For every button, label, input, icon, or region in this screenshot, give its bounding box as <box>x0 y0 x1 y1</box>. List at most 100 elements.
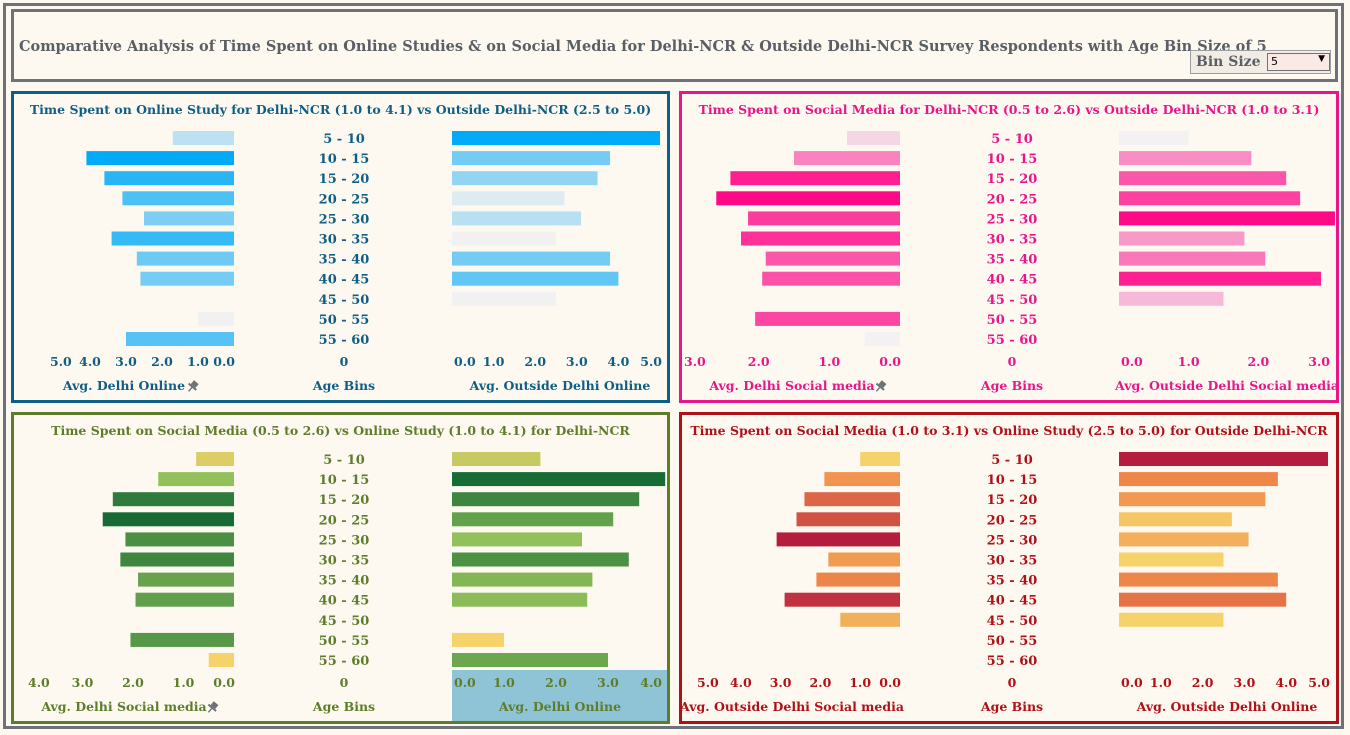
right-bar[interactable] <box>452 271 619 286</box>
left-bar[interactable] <box>138 572 234 587</box>
left-bar[interactable] <box>784 592 900 607</box>
dashboard-frame <box>3 3 1344 729</box>
right-bar[interactable] <box>452 452 541 466</box>
right-bar[interactable] <box>1119 572 1278 587</box>
left-bar[interactable] <box>765 251 900 266</box>
left-bar[interactable] <box>135 592 234 607</box>
age-bin-label: 50 - 55 <box>319 313 370 328</box>
left-bar[interactable] <box>748 211 900 226</box>
left-bar[interactable] <box>136 251 234 266</box>
center-tick-label: 0 <box>340 675 349 690</box>
left-tick-label: 2.0 <box>122 675 144 690</box>
pin-icon[interactable] <box>873 379 888 395</box>
left-bar[interactable] <box>102 512 234 527</box>
left-bar[interactable] <box>860 452 900 466</box>
right-bar[interactable] <box>452 592 588 607</box>
pin-icon-needle <box>207 708 213 713</box>
left-bar[interactable] <box>208 653 234 667</box>
right-bar[interactable] <box>1119 151 1252 166</box>
bin-size-control: Bin Size 5 ▼ <box>1190 50 1331 74</box>
left-bar[interactable] <box>864 332 900 346</box>
age-bin-label: 10 - 15 <box>319 152 370 167</box>
right-bar[interactable] <box>1119 131 1189 145</box>
left-bar[interactable] <box>144 211 234 226</box>
left-bar[interactable] <box>196 452 234 466</box>
right-bar[interactable] <box>1119 552 1224 567</box>
left-bar[interactable] <box>125 532 234 547</box>
right-bar[interactable] <box>452 653 608 667</box>
center-tick-label: 0 <box>340 354 349 369</box>
age-bin-label: 25 - 30 <box>987 533 1038 548</box>
bin-size-select[interactable]: 5 ▼ <box>1267 53 1330 71</box>
left-bar[interactable] <box>824 472 900 487</box>
left-bar[interactable] <box>828 552 900 567</box>
left-tick-label: 3.0 <box>770 675 792 690</box>
left-bar[interactable] <box>762 271 900 286</box>
age-bin-label: 5 - 10 <box>991 132 1033 147</box>
left-bar[interactable] <box>804 492 900 507</box>
left-bar[interactable] <box>172 131 234 145</box>
left-bar[interactable] <box>104 171 235 186</box>
left-bar[interactable] <box>122 191 234 206</box>
pin-icon[interactable] <box>205 700 220 716</box>
right-bar[interactable] <box>452 632 504 647</box>
right-bar[interactable] <box>1119 291 1224 306</box>
right-bar[interactable] <box>1119 171 1287 186</box>
right-bar[interactable] <box>452 572 593 587</box>
right-bar[interactable] <box>452 251 611 266</box>
right-tick-label: 0.0 <box>454 354 476 369</box>
right-bar[interactable] <box>1119 532 1249 547</box>
left-bar[interactable] <box>796 512 900 527</box>
left-bar[interactable] <box>120 552 234 567</box>
right-bar[interactable] <box>452 492 640 507</box>
right-bar[interactable] <box>1119 191 1301 206</box>
right-bar[interactable] <box>1119 452 1328 466</box>
right-bar[interactable] <box>452 191 565 206</box>
left-bar[interactable] <box>158 472 234 487</box>
left-bar[interactable] <box>111 231 234 246</box>
left-bar[interactable] <box>112 492 234 507</box>
left-bar[interactable] <box>126 332 234 346</box>
left-bar[interactable] <box>816 572 900 587</box>
left-bar[interactable] <box>716 191 900 206</box>
right-bar[interactable] <box>1119 592 1287 607</box>
right-bar[interactable] <box>452 532 582 547</box>
right-bar[interactable] <box>1119 271 1322 286</box>
right-bar[interactable] <box>1119 472 1278 487</box>
right-bar[interactable] <box>452 151 611 166</box>
right-bar[interactable] <box>1119 512 1232 527</box>
right-bar[interactable] <box>452 291 556 306</box>
right-bar[interactable] <box>452 552 629 567</box>
left-bar[interactable] <box>140 271 234 286</box>
left-bar[interactable] <box>776 532 900 547</box>
age-bin-label: 15 - 20 <box>319 493 370 508</box>
age-bin-label: 30 - 35 <box>987 233 1038 248</box>
left-tick-label: 2.0 <box>810 675 832 690</box>
right-bar[interactable] <box>1119 612 1224 627</box>
right-bar[interactable] <box>452 231 556 246</box>
left-bar[interactable] <box>730 171 900 186</box>
left-bar[interactable] <box>794 151 900 166</box>
right-bar[interactable] <box>452 211 581 226</box>
right-bar[interactable] <box>1119 211 1335 226</box>
left-bar[interactable] <box>755 311 900 326</box>
chevron-down-icon[interactable]: ▼ <box>1318 54 1325 64</box>
right-bar[interactable] <box>452 512 614 527</box>
right-bar[interactable] <box>1119 492 1266 507</box>
pin-icon[interactable] <box>185 379 200 395</box>
left-bar[interactable] <box>130 632 234 647</box>
left-tick-label: 4.0 <box>730 675 752 690</box>
right-bar[interactable] <box>1119 231 1245 246</box>
left-bar[interactable] <box>86 151 235 166</box>
right-tick-label: 2.0 <box>1192 675 1214 690</box>
left-bar[interactable] <box>198 311 234 326</box>
right-bar[interactable] <box>1119 251 1266 266</box>
right-bar[interactable] <box>452 131 660 145</box>
chart-social-media-delhi-vs-outside: 5 - 10 10 - 15 15 - 20 20 - 25 25 - 30 30 - 3… <box>684 131 1336 395</box>
left-bar[interactable] <box>840 612 900 627</box>
right-bar[interactable] <box>452 171 598 186</box>
right-bar[interactable] <box>452 472 666 487</box>
left-bar[interactable] <box>847 131 900 145</box>
left-bar[interactable] <box>741 231 900 246</box>
right-tick-label: 0.0 <box>1121 354 1143 369</box>
